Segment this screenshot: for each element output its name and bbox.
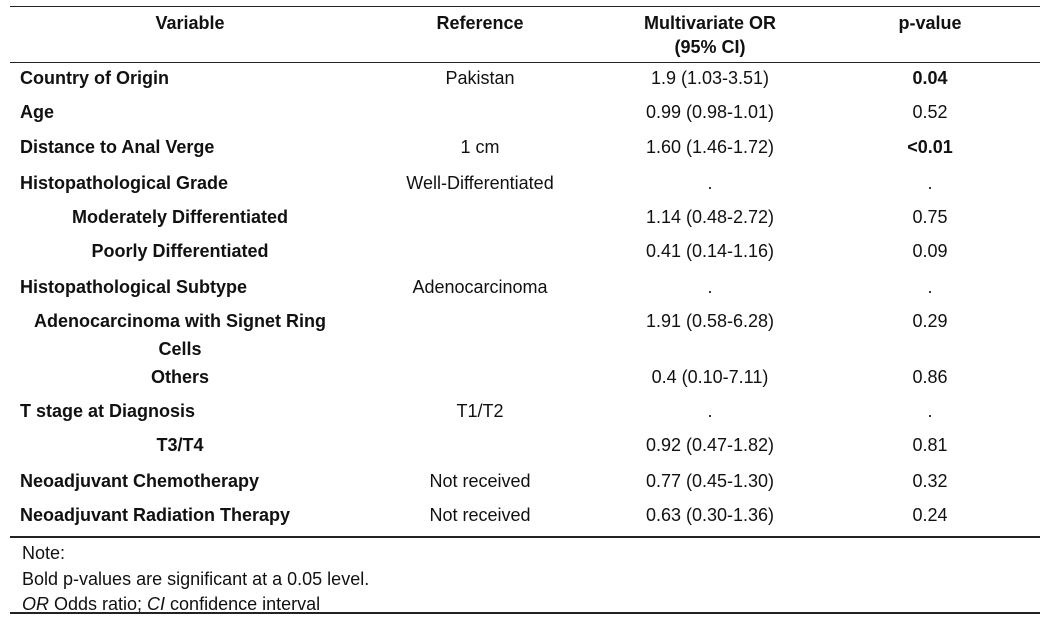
variable-cell: Poorly Differentiated bbox=[91, 241, 269, 261]
variable-cell: Distance to Anal Verge bbox=[20, 137, 215, 157]
reference-cell: 1 cm bbox=[460, 137, 500, 157]
header-pvalue: p-value bbox=[898, 13, 962, 33]
variable-cell: Others bbox=[150, 367, 210, 387]
note-or-text: Odds ratio; bbox=[49, 594, 148, 614]
note-ci-text: confidence interval bbox=[165, 594, 321, 614]
top-rule bbox=[10, 6, 1040, 7]
pvalue-cell: 0.29 bbox=[912, 311, 948, 331]
variable-cell: Histopathological Subtype bbox=[20, 277, 248, 297]
variable-cell-text: Adenocarcinoma with Signet Ring Cells bbox=[33, 311, 327, 359]
pvalue-cell: 0.52 bbox=[912, 102, 948, 122]
pvalue-cell: 0.75 bbox=[912, 207, 948, 227]
or-cell: 1.14 (0.48-2.72) bbox=[645, 207, 775, 227]
pvalue-cell: 0.04 bbox=[912, 68, 948, 88]
variable-cell: Neoadjuvant Radiation Therapy bbox=[20, 505, 291, 525]
or-cell: 1.9 (1.03-3.51) bbox=[650, 68, 770, 88]
variable-cell: Neoadjuvant Chemotherapy bbox=[20, 471, 260, 491]
header-reference: Reference bbox=[436, 13, 524, 33]
pvalue-cell: 0.86 bbox=[912, 367, 948, 387]
bottom-rule bbox=[10, 612, 1040, 614]
variable-cell: T3/T4 bbox=[156, 435, 204, 455]
reference-cell: Not received bbox=[429, 471, 531, 491]
or-cell: . bbox=[707, 173, 713, 193]
or-cell: . bbox=[707, 401, 713, 421]
pvalue-cell: 0.09 bbox=[912, 241, 948, 261]
header-variable: Variable bbox=[155, 13, 225, 33]
header-or-line2: (95% CI) bbox=[674, 37, 746, 57]
note-or-abbr: OR bbox=[22, 594, 49, 614]
variable-cell: Histopathological Grade bbox=[20, 173, 229, 193]
variable-cell: T stage at Diagnosis bbox=[20, 401, 196, 421]
note-abbreviations: OR Odds ratio; CI confidence interval bbox=[22, 592, 320, 616]
pvalue-cell: . bbox=[927, 173, 933, 193]
pvalue-cell: <0.01 bbox=[907, 137, 953, 157]
note-significance: Bold p-values are significant at a 0.05 … bbox=[22, 569, 370, 589]
reference-cell: Not received bbox=[429, 505, 531, 525]
reference-cell: Adenocarcinoma bbox=[412, 277, 548, 297]
pvalue-cell: 0.32 bbox=[912, 471, 948, 491]
variable-cell: Age bbox=[20, 102, 55, 122]
or-cell: . bbox=[707, 277, 713, 297]
variable-cell: Moderately Differentiated bbox=[71, 207, 289, 227]
header-multivariate-or: Multivariate OR (95% CI) bbox=[610, 11, 810, 59]
variable-cell: Country of Origin bbox=[20, 68, 169, 88]
header-rule bbox=[10, 62, 1040, 63]
or-cell: 0.41 (0.14-1.16) bbox=[645, 241, 775, 261]
or-cell: 0.4 (0.10-7.11) bbox=[651, 367, 769, 387]
reference-cell: Well-Differentiated bbox=[406, 173, 554, 193]
body-rule bbox=[10, 536, 1040, 538]
or-cell: 0.99 (0.98-1.01) bbox=[645, 102, 775, 122]
note-ci-abbr: CI bbox=[147, 594, 166, 614]
header-or-line1: Multivariate OR bbox=[643, 13, 777, 33]
reference-cell: Pakistan bbox=[445, 68, 515, 88]
or-cell: 1.91 (0.58-6.28) bbox=[645, 311, 775, 331]
or-cell: 1.60 (1.46-1.72) bbox=[645, 137, 775, 157]
variable-cell: Adenocarcinoma with Signet Ring Cells bbox=[10, 307, 350, 363]
pvalue-cell: . bbox=[927, 401, 933, 421]
pvalue-cell: 0.24 bbox=[912, 505, 948, 525]
or-cell: 0.77 (0.45-1.30) bbox=[645, 471, 775, 491]
or-cell: 0.63 (0.30-1.36) bbox=[645, 505, 775, 525]
note-title: Note: bbox=[22, 543, 66, 563]
pvalue-cell: 0.81 bbox=[912, 435, 948, 455]
reference-cell: T1/T2 bbox=[456, 401, 504, 421]
or-cell: 0.92 (0.47-1.82) bbox=[645, 435, 775, 455]
pvalue-cell: . bbox=[927, 277, 933, 297]
